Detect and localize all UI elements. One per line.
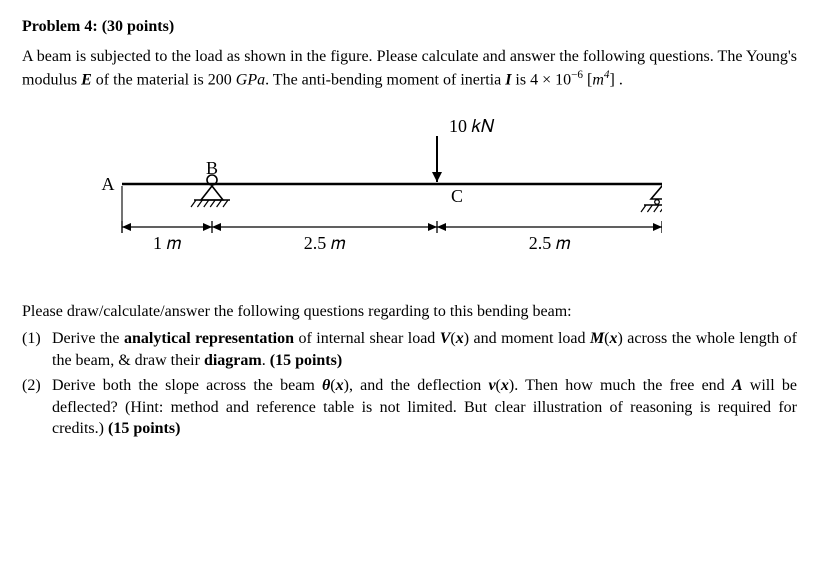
svg-text:10 𝑘𝑁: 10 𝑘𝑁 bbox=[449, 116, 495, 136]
svg-text:A: A bbox=[102, 174, 115, 194]
svg-text:2.5 𝑚: 2.5 𝑚 bbox=[304, 233, 346, 253]
intro-exp: −6 bbox=[571, 69, 583, 81]
intro-paragraph: A beam is subjected to the load as shown… bbox=[22, 46, 797, 91]
intro-t3: . The anti-bending moment of inertia bbox=[265, 71, 505, 88]
intro-gpa: GPa bbox=[236, 71, 265, 88]
q2-v: v bbox=[488, 377, 495, 394]
q1-x2: x bbox=[610, 330, 618, 347]
svg-text:1 𝑚: 1 𝑚 bbox=[153, 233, 182, 253]
intro-t6: ] . bbox=[610, 71, 623, 88]
intro-m4b: m bbox=[592, 71, 604, 88]
q2-num: (2) bbox=[22, 375, 52, 440]
q2-A: A bbox=[732, 377, 743, 394]
q2-x2: x bbox=[501, 377, 509, 394]
q1-body: Derive the analytical representation of … bbox=[52, 328, 797, 371]
q2-a: Derive both the slope across the beam bbox=[52, 377, 322, 394]
intro-E: E bbox=[81, 71, 92, 88]
intro-t2: of the material is 200 bbox=[92, 71, 236, 88]
prompt-line: Please draw/calculate/answer the followi… bbox=[22, 301, 797, 323]
q2-b: , and the deflection bbox=[349, 377, 488, 394]
q1-M: M bbox=[590, 330, 604, 347]
intro-t4: is 4 × 10 bbox=[511, 71, 571, 88]
svg-text:2.5 𝑚: 2.5 𝑚 bbox=[529, 233, 571, 253]
svg-text:B: B bbox=[206, 158, 218, 178]
problem-title: Problem 4: (30 points) bbox=[22, 18, 797, 36]
q1-b: analytical representation bbox=[124, 330, 294, 347]
q2-pts: (15 points) bbox=[108, 420, 180, 437]
q1-V: V bbox=[440, 330, 451, 347]
q1-pts: (15 points) bbox=[270, 352, 342, 369]
q1-f: diagram bbox=[204, 352, 262, 369]
q2-c: . Then how much the free end bbox=[514, 377, 732, 394]
beam-figure: 10 𝑘𝑁ABCD1 𝑚2.5 𝑚2.5 𝑚 bbox=[22, 109, 797, 279]
question-2: (2) Derive both the slope across the bea… bbox=[22, 375, 797, 440]
intro-t5: [ bbox=[583, 71, 592, 88]
q1-x1: x bbox=[456, 330, 464, 347]
q1-d: and moment load bbox=[469, 330, 590, 347]
q1-num: (1) bbox=[22, 328, 52, 371]
beam-svg: 10 𝑘𝑁ABCD1 𝑚2.5 𝑚2.5 𝑚 bbox=[22, 109, 662, 279]
q1-c: of internal shear load bbox=[294, 330, 440, 347]
q1-a: Derive the bbox=[52, 330, 124, 347]
q2-body: Derive both the slope across the beam θ(… bbox=[52, 375, 797, 440]
svg-text:C: C bbox=[451, 186, 463, 206]
question-1: (1) Derive the analytical representation… bbox=[22, 328, 797, 371]
question-list: (1) Derive the analytical representation… bbox=[22, 328, 797, 440]
q2-x1: x bbox=[336, 377, 344, 394]
q1-g: . bbox=[262, 352, 270, 369]
